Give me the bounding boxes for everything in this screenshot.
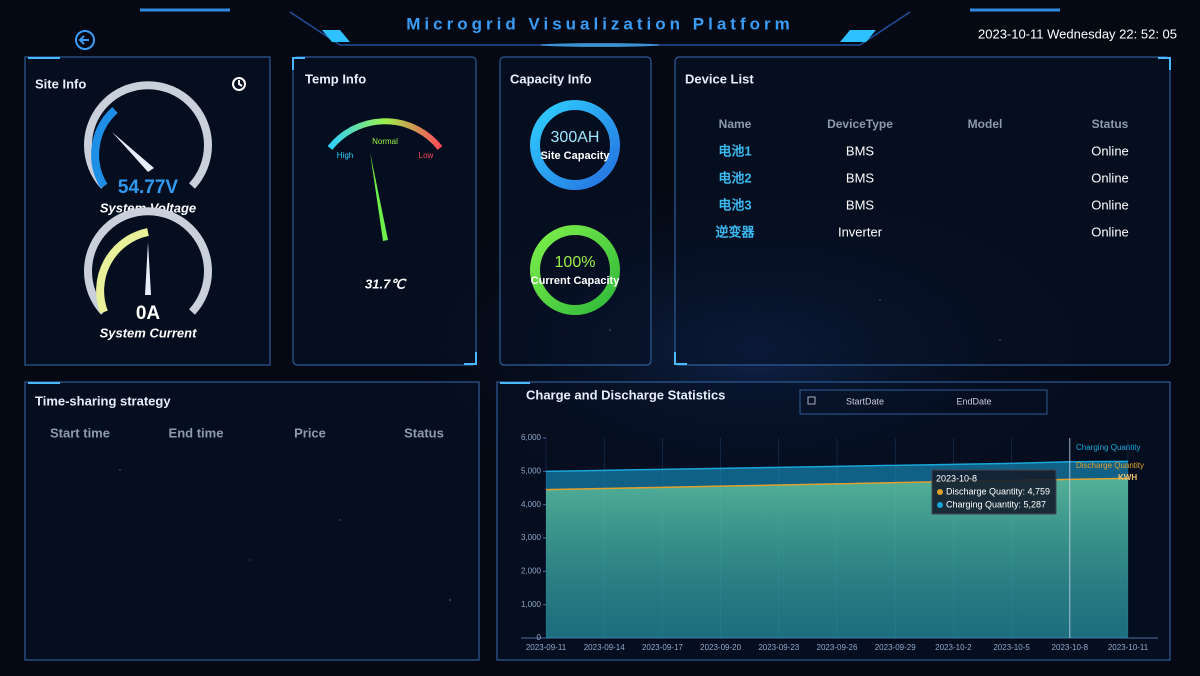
voltage-gauge xyxy=(84,81,212,189)
header: Microgrid Visualization Platform 2023-10… xyxy=(75,8,1177,50)
y-tick-label: 5,000 xyxy=(521,466,542,475)
table-header: End time xyxy=(169,425,224,440)
current-capacity-value: 100% xyxy=(555,254,596,271)
temp-value: 31.7℃ xyxy=(365,276,407,291)
x-tick-label: 2023-09-26 xyxy=(817,643,858,652)
table-cell: 电池2 xyxy=(718,170,751,185)
x-tick-label: 2023-09-29 xyxy=(875,643,916,652)
x-tick-label: 2023-09-11 xyxy=(526,643,567,652)
panel-corners xyxy=(28,57,1171,384)
temp-scale-label: Normal xyxy=(372,137,398,146)
site-capacity-label: Site Capacity xyxy=(540,150,610,162)
table-cell: 电池3 xyxy=(718,197,751,212)
line xyxy=(545,460,1129,473)
tooltip-item: Discharge Quantity: 4,759 xyxy=(946,486,1050,496)
legend-entry: Discharge Quantity xyxy=(1076,461,1144,470)
tooltip-title: 2023-10-8 xyxy=(936,473,977,483)
current-capacity-label: Current Capacity xyxy=(531,275,621,287)
table-header: Status xyxy=(1092,117,1129,131)
page-title: Microgrid Visualization Platform xyxy=(406,14,793,33)
y-tick-label: 0 xyxy=(537,633,542,642)
date-picker[interactable] xyxy=(799,389,1048,415)
legend-entry: Charging Quantity xyxy=(1076,443,1140,452)
area-fill xyxy=(546,478,1128,638)
table-header: Start time xyxy=(50,425,110,440)
tooltip-dot xyxy=(937,502,943,508)
table-cell: 逆变器 xyxy=(715,224,755,239)
x-tick-label: 2023-10-5 xyxy=(993,643,1030,652)
capacity-ring xyxy=(530,100,620,190)
table-cell: BMS xyxy=(846,143,875,158)
temp-gauge xyxy=(327,118,443,241)
table-header: Status xyxy=(404,425,444,440)
current-value: 0A xyxy=(136,303,161,324)
panel-title: Site Info xyxy=(35,76,86,91)
start-date[interactable]: StartDate xyxy=(846,396,884,406)
strategy-table: Start time End time Price Status xyxy=(50,425,444,440)
table-header: Price xyxy=(294,425,326,440)
x-tick-label: 2023-09-23 xyxy=(758,643,799,652)
chart: 2023-09-11 2023-09-14 2023-09-17 2023-09-20… xyxy=(521,433,1158,652)
table-cell: Online xyxy=(1091,197,1129,212)
table-cell: Inverter xyxy=(838,224,883,239)
panel-title: Device List xyxy=(685,71,754,86)
temp-scale-label: High xyxy=(337,151,353,160)
temp-scale-label: Low xyxy=(419,151,434,160)
x-tick-label: 2023-10-8 xyxy=(1052,643,1089,652)
table-cell: Online xyxy=(1091,143,1129,158)
x-tick-label: 2023-09-14 xyxy=(584,643,625,652)
chart-title: Charge and Discharge Statistics xyxy=(526,387,725,402)
tooltip xyxy=(931,469,1057,515)
unit-label: KWH xyxy=(1118,473,1137,482)
panel xyxy=(24,381,480,661)
tooltip-item: Charging Quantity: 5,287 xyxy=(946,499,1046,509)
table-cell: 电池1 xyxy=(718,143,751,158)
table-cell: Online xyxy=(1091,224,1129,239)
history-icon[interactable] xyxy=(232,77,246,91)
y-tick-label: 3,000 xyxy=(521,533,542,542)
table-cell: BMS xyxy=(846,197,875,212)
table-header: DeviceType xyxy=(827,117,893,131)
x-tick-label: 2023-10-2 xyxy=(935,643,972,652)
calendar-icon xyxy=(807,396,816,405)
table-cell: Online xyxy=(1091,170,1129,185)
current-label: System Current xyxy=(100,325,197,340)
voltage-value: 54.77V xyxy=(118,177,179,198)
site-capacity-value: 300AH xyxy=(551,129,600,146)
panel xyxy=(674,56,1171,366)
y-tick-label: 4,000 xyxy=(521,500,542,509)
panel-title: Temp Info xyxy=(305,71,366,86)
panel-title: Capacity Info xyxy=(510,71,592,86)
y-tick-label: 1,000 xyxy=(521,600,542,609)
panel-title: Time-sharing strategy xyxy=(35,393,171,408)
table-cell: BMS xyxy=(846,170,875,185)
device-table: Name DeviceType Model Status 电池1 BMS Online 电池2… xyxy=(715,117,1128,239)
capacity-ring xyxy=(530,225,620,315)
x-tick-label: 2023-09-20 xyxy=(700,643,741,652)
current-gauge xyxy=(84,207,212,315)
end-date[interactable]: EndDate xyxy=(956,396,991,406)
tooltip-dot xyxy=(937,489,943,495)
table-header: Model xyxy=(968,117,1003,131)
table-header: Name xyxy=(719,117,752,131)
y-tick-label: 6,000 xyxy=(521,433,542,442)
datetime: 2023-10-11 Wednesday 22: 52: 05 xyxy=(978,26,1177,41)
y-tick-label: 2,000 xyxy=(521,566,542,575)
x-tick-label: 2023-09-17 xyxy=(642,643,683,652)
panel xyxy=(292,56,477,366)
back-button[interactable] xyxy=(75,30,95,50)
x-tick-label: 2023-10-11 xyxy=(1108,643,1149,652)
